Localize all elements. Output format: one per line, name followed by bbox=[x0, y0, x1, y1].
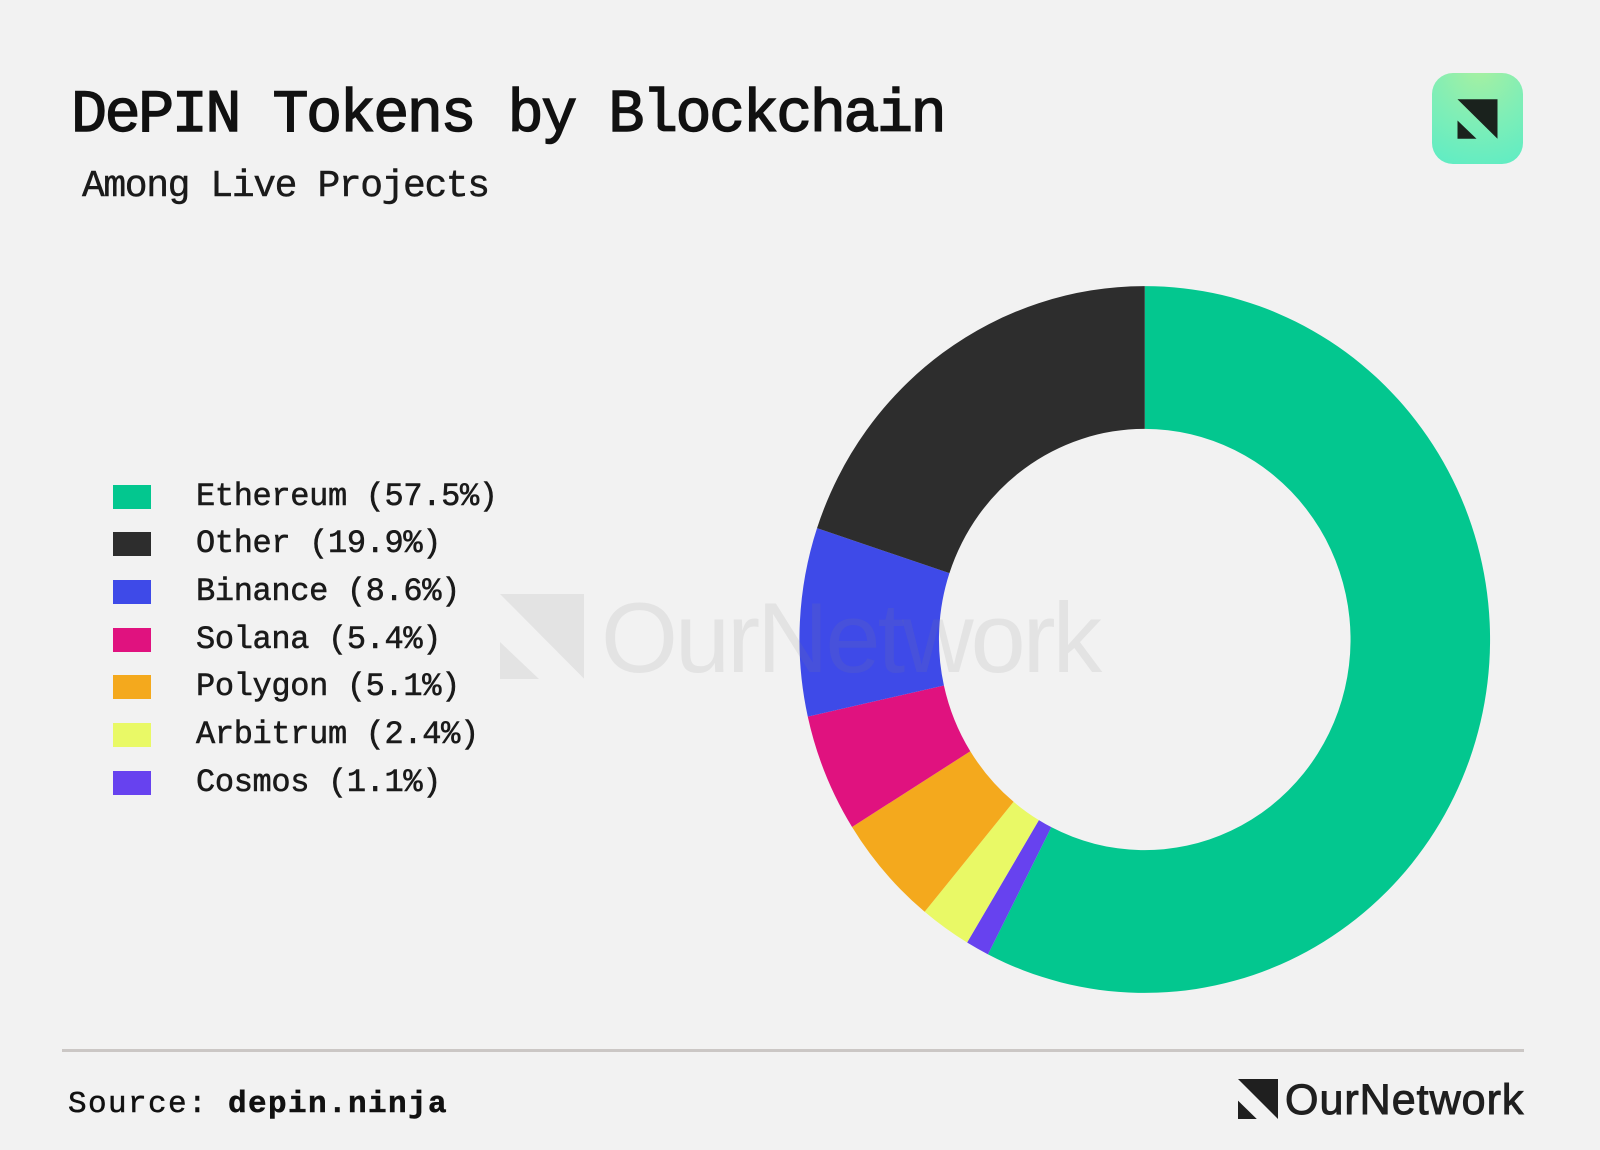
svg-text:OurNetwork: OurNetwork bbox=[601, 582, 1103, 693]
